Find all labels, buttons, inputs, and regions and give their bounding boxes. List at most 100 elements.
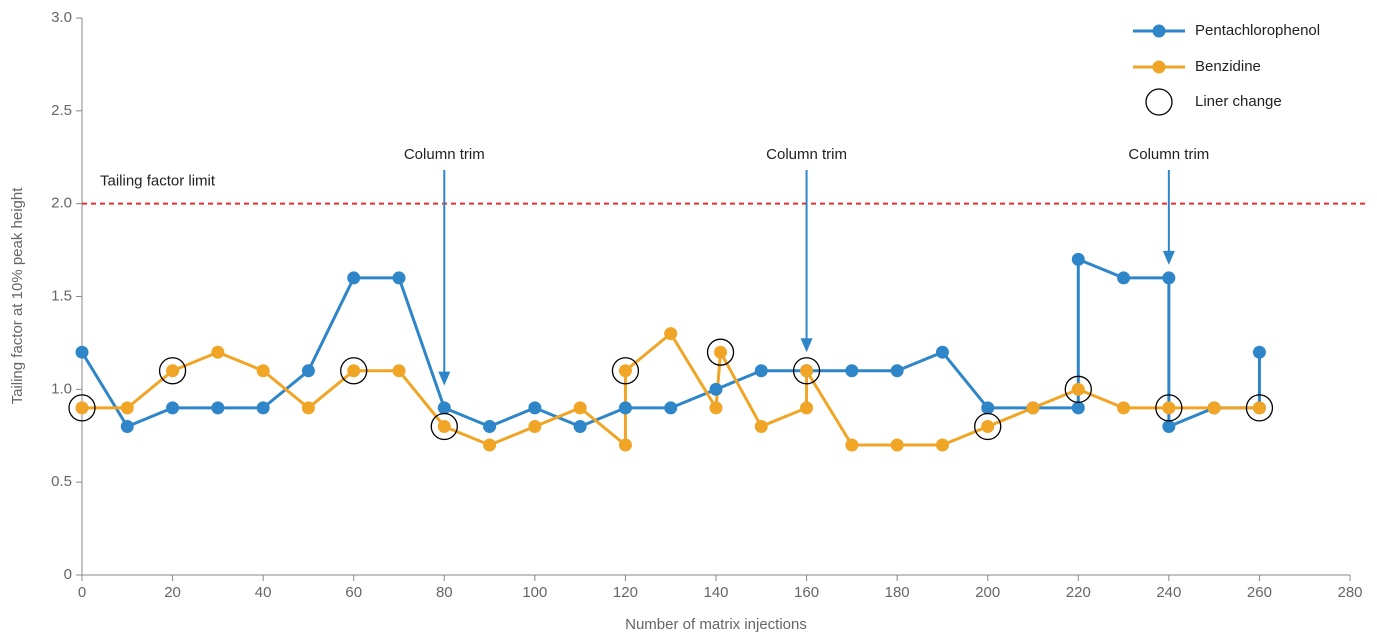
legend-marker	[1145, 88, 1173, 116]
series-line	[82, 331, 1260, 449]
legend-marker	[1152, 24, 1166, 38]
x-tick-label: 120	[613, 584, 638, 601]
point	[618, 401, 632, 415]
y-tick-label: 3.0	[51, 9, 72, 26]
x-tick-label: 220	[1066, 584, 1091, 601]
point	[800, 401, 814, 415]
y-tick-label: 2.5	[51, 102, 72, 119]
x-tick-label: 140	[703, 584, 728, 601]
y-tick-label: 1.5	[51, 287, 72, 304]
point	[573, 419, 587, 433]
legend-marker	[1152, 60, 1166, 74]
x-tick-label: 40	[255, 584, 272, 601]
point	[981, 419, 995, 433]
point	[301, 401, 315, 415]
point	[573, 401, 587, 415]
point	[1071, 401, 1085, 415]
point	[528, 401, 542, 415]
y-tick-label: 0.5	[51, 473, 72, 490]
x-tick-label: 100	[522, 584, 547, 601]
point	[709, 382, 723, 396]
annotation-label: Column trim	[1128, 146, 1209, 163]
point	[618, 438, 632, 452]
x-tick-label: 60	[345, 584, 362, 601]
point	[166, 401, 180, 415]
arrow-head	[1162, 250, 1175, 265]
point	[256, 364, 270, 378]
legend-label: Liner change	[1195, 93, 1282, 110]
point	[437, 401, 451, 415]
annotation-label: Column trim	[766, 146, 847, 163]
point	[1071, 252, 1085, 266]
liner-change-marker	[340, 357, 368, 385]
point	[845, 364, 859, 378]
arrow-head	[438, 371, 451, 386]
legend-label: Benzidine	[1195, 58, 1261, 75]
point	[1117, 401, 1131, 415]
liner-change-marker	[706, 338, 735, 366]
liner-change-marker	[430, 412, 458, 441]
liner-change-marker	[974, 412, 1002, 441]
liner-change-marker	[68, 394, 96, 422]
point	[1207, 401, 1221, 415]
point	[754, 419, 768, 433]
x-tick-label: 180	[885, 584, 910, 601]
point	[714, 345, 728, 359]
x-tick-label: 20	[164, 584, 181, 601]
liner-change-marker	[1064, 375, 1092, 403]
point	[935, 345, 949, 359]
point	[483, 438, 497, 452]
point	[890, 364, 904, 378]
point	[1026, 401, 1040, 415]
point	[845, 438, 859, 452]
liner-change-marker	[611, 357, 640, 385]
point	[166, 364, 180, 378]
legend-label: Pentachlorophenol	[1195, 22, 1320, 39]
point	[709, 401, 723, 415]
point	[1117, 271, 1131, 285]
point	[301, 364, 315, 378]
annotation-label: Column trim	[404, 146, 485, 163]
point	[528, 419, 542, 433]
point	[664, 401, 678, 415]
point	[1162, 401, 1176, 415]
x-axis-title: Number of matrix injections	[625, 616, 807, 633]
point	[211, 401, 225, 415]
liner-change-marker	[158, 357, 187, 385]
x-tick-label: 80	[436, 584, 453, 601]
series-line	[80, 257, 1261, 429]
point	[981, 401, 995, 415]
arrow-head	[800, 338, 813, 353]
point	[1252, 401, 1266, 415]
x-tick-label: 160	[794, 584, 819, 601]
x-tick-label: 200	[975, 584, 1000, 601]
point	[890, 438, 904, 452]
point	[664, 327, 678, 341]
point	[392, 271, 406, 285]
point	[800, 364, 814, 378]
liner-change-marker	[1155, 394, 1183, 422]
point	[935, 438, 949, 452]
y-tick-label: 1.0	[51, 380, 72, 397]
x-tick-label: 280	[1337, 584, 1362, 601]
y-tick-label: 0	[64, 566, 72, 583]
x-tick-label: 240	[1156, 584, 1181, 601]
point	[392, 364, 406, 378]
x-tick-label: 260	[1247, 584, 1272, 601]
point	[1252, 345, 1266, 359]
point	[1162, 419, 1176, 433]
y-axis-title: Tailing factor at 10% peak height	[9, 187, 26, 405]
point	[1071, 382, 1085, 396]
y-tick-label: 2.0	[51, 195, 72, 212]
point	[483, 419, 497, 433]
point	[256, 401, 270, 415]
point	[754, 364, 768, 378]
point	[75, 345, 89, 359]
point	[347, 364, 361, 378]
liner-change-marker	[1245, 394, 1274, 422]
point	[437, 419, 451, 433]
point	[120, 419, 134, 433]
point	[347, 271, 361, 285]
point	[618, 364, 632, 378]
